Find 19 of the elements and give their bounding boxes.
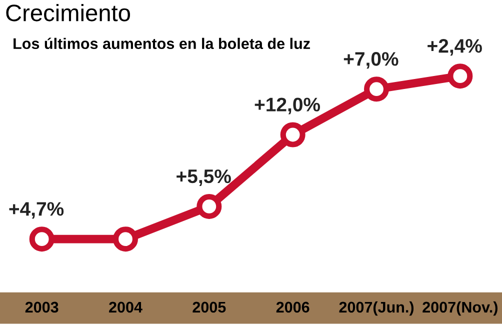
point [196,194,222,219]
x-tick-label: 2007(Jun.) [339,301,414,316]
x-tick-label: 2003 [25,302,58,313]
point [448,64,473,89]
annotation: +12,0% [254,98,320,114]
chart-title: Crecimiento [6,4,130,22]
x-tick-label: 2007(Nov.) [422,301,498,316]
point [29,226,54,252]
point [280,122,306,148]
x-tick-label: 2004 [109,302,142,313]
annotation: +7,0% [344,52,398,69]
point [364,76,389,102]
x-tick-label: 2006 [276,302,310,313]
annotation: +4,7% [9,202,64,219]
chart-subtitle: Los últimos aumentos en la boleta de luz [14,38,310,50]
point [113,226,138,252]
annotation: +2,4% [428,39,482,56]
x-tick-label: 2005 [192,302,226,313]
annotation: +5,5% [176,169,231,186]
